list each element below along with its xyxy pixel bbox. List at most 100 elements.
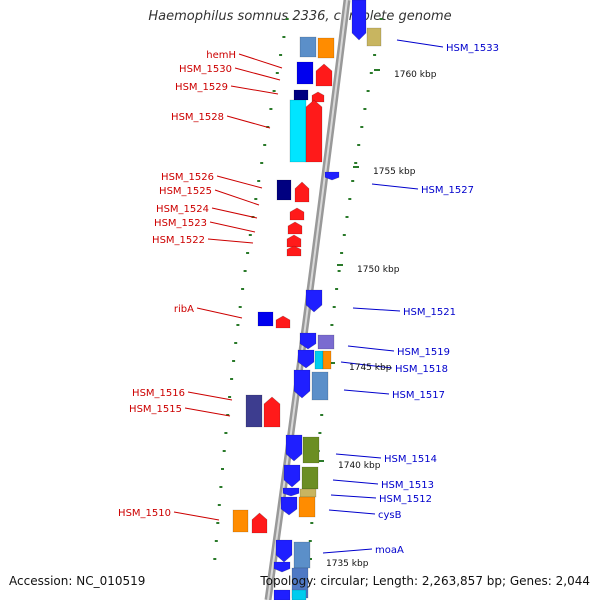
gene-label-left: hemH bbox=[206, 50, 236, 61]
label-connector bbox=[396, 39, 444, 48]
outer-tick bbox=[348, 198, 352, 200]
map-title: Haemophilus somnus 2336, complete genome bbox=[148, 9, 452, 24]
outer-tick bbox=[332, 306, 336, 308]
inner-tick bbox=[234, 342, 238, 344]
inner-tick bbox=[269, 108, 273, 110]
inner-tick bbox=[257, 180, 261, 182]
gene-label-left: HSM_1525 bbox=[159, 186, 212, 197]
gene-feature bbox=[298, 496, 316, 518]
outer-tick bbox=[337, 270, 341, 272]
gene-feature bbox=[314, 350, 324, 370]
outer-tick bbox=[354, 162, 358, 164]
gene-label-left: HSM_1510 bbox=[118, 508, 171, 519]
inner-tick bbox=[282, 36, 286, 38]
gene-feature bbox=[232, 509, 249, 533]
inner-tick bbox=[214, 540, 218, 542]
gene-feature bbox=[293, 369, 311, 399]
gene-label-right: cysB bbox=[378, 510, 402, 521]
gene-feature bbox=[291, 589, 307, 600]
inner-tick bbox=[241, 288, 245, 290]
inner-tick bbox=[232, 360, 236, 362]
gene-feature bbox=[317, 334, 335, 350]
feature-layer bbox=[232, 0, 382, 600]
gene-label-right: HSM_1521 bbox=[403, 307, 456, 318]
gene-feature bbox=[299, 36, 317, 58]
gene-feature bbox=[293, 89, 309, 101]
label-connector bbox=[330, 494, 377, 499]
gene-label-left: HSM_1516 bbox=[132, 388, 185, 399]
gene-label-right: HSM_1527 bbox=[421, 185, 474, 196]
gene-feature bbox=[276, 179, 292, 201]
inner-tick bbox=[228, 396, 232, 398]
inner-tick bbox=[216, 522, 220, 524]
gene-feature bbox=[273, 561, 291, 573]
gene-feature bbox=[317, 37, 335, 59]
gene-feature bbox=[275, 315, 291, 329]
scale-label: 1745 kbp bbox=[349, 363, 392, 373]
gene-feature bbox=[293, 541, 311, 569]
scale-label: 1740 kbp bbox=[338, 461, 381, 471]
outer-tick bbox=[351, 180, 355, 182]
gene-label-right: HSM_1512 bbox=[379, 494, 432, 505]
label-connector bbox=[226, 115, 271, 129]
label-connector bbox=[371, 183, 419, 190]
gene-label-left: HSM_1528 bbox=[171, 112, 224, 123]
inner-tick bbox=[217, 504, 221, 506]
label-connector bbox=[343, 389, 390, 395]
inner-tick bbox=[243, 270, 247, 272]
outer-tick bbox=[330, 324, 334, 326]
outer-tick bbox=[373, 54, 377, 56]
label-connector bbox=[230, 85, 279, 95]
label-connector bbox=[340, 361, 393, 369]
inner-tick bbox=[263, 144, 267, 146]
gene-feature bbox=[322, 350, 332, 370]
outer-tick bbox=[360, 126, 364, 128]
gene-label-left: HSM_1530 bbox=[179, 64, 232, 75]
label-connector bbox=[332, 479, 379, 485]
label-layer: 1760 kbp 1755 kbp 1750 kbp 1745 kbp 1740 kbp… bbox=[118, 43, 499, 569]
outer-tick bbox=[369, 72, 373, 74]
label-connector bbox=[322, 548, 373, 554]
gene-feature bbox=[289, 207, 305, 221]
gene-feature bbox=[315, 63, 333, 87]
gene-feature bbox=[305, 289, 323, 313]
gene-feature bbox=[299, 332, 317, 350]
outer-tick bbox=[345, 216, 349, 218]
gene-feature bbox=[302, 436, 320, 464]
outer-tick bbox=[318, 432, 322, 434]
label-connector bbox=[196, 307, 243, 319]
inner-tick bbox=[279, 54, 283, 56]
gene-label-left: ribA bbox=[174, 304, 194, 315]
gene-feature bbox=[305, 99, 323, 163]
outer-tick bbox=[366, 90, 370, 92]
outer-tick bbox=[308, 540, 312, 542]
gene-label-left: HSM_1529 bbox=[175, 82, 228, 93]
scale-label: 1755 kbp bbox=[373, 167, 416, 177]
gene-label-right: HSM_1518 bbox=[395, 364, 448, 375]
label-connector bbox=[214, 189, 260, 206]
inner-tick bbox=[222, 450, 226, 452]
inner-tick bbox=[248, 234, 252, 236]
inner-tick bbox=[221, 468, 224, 470]
accession-label: Accession: NC_010519 bbox=[9, 574, 146, 588]
label-connector bbox=[335, 453, 382, 459]
label-connector bbox=[238, 53, 283, 69]
gene-label-left: HSM_1522 bbox=[152, 235, 205, 246]
gene-feature bbox=[311, 371, 329, 401]
gene-feature bbox=[285, 434, 303, 462]
gene-label-left: HSM_1526 bbox=[161, 172, 214, 183]
outer-tick bbox=[335, 288, 339, 290]
gene-feature bbox=[263, 396, 281, 428]
gene-feature bbox=[286, 245, 302, 257]
inner-tick bbox=[219, 486, 223, 488]
major-tick bbox=[329, 362, 335, 364]
gene-feature bbox=[286, 234, 302, 248]
gene-feature bbox=[251, 512, 268, 534]
inner-tick bbox=[226, 414, 230, 416]
scale-label: 1735 kbp bbox=[326, 559, 369, 569]
gene-feature bbox=[351, 0, 367, 41]
gene-label-left: HSM_1524 bbox=[156, 204, 209, 215]
outer-tick bbox=[320, 414, 324, 416]
